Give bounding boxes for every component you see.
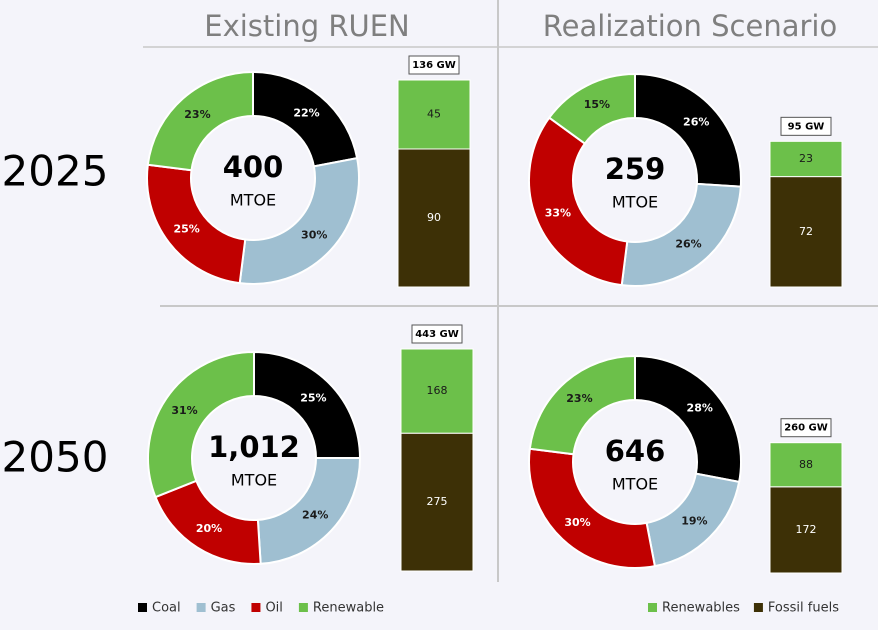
bar-segment <box>397 148 471 288</box>
donut-slice <box>147 350 255 499</box>
slice-label: 23% <box>566 392 592 405</box>
slice-label: 24% <box>302 509 328 522</box>
total-label: 443 GW <box>415 329 459 340</box>
center-value: 1,012 <box>208 430 300 464</box>
bar-segment <box>400 348 474 434</box>
slice-label: 19% <box>681 514 707 527</box>
donut-slice <box>634 72 742 188</box>
slice-label: 30% <box>564 516 590 529</box>
legend-swatch <box>298 603 308 612</box>
center-unit: MTOE <box>612 193 658 212</box>
donut-slice <box>547 72 636 145</box>
slice-label: 15% <box>584 98 610 111</box>
donut-slice <box>528 354 636 456</box>
legend-label: Oil <box>265 601 282 616</box>
legend-swatch <box>251 603 261 612</box>
column-header: Realization Scenario <box>543 9 837 43</box>
slice-label: 26% <box>683 115 709 128</box>
slice-label: 20% <box>196 522 222 535</box>
bar-value-label: 168 <box>427 384 448 397</box>
bar-value-label: 88 <box>799 458 813 471</box>
total-box <box>780 418 832 438</box>
donut-slice <box>146 70 254 172</box>
bar-value-label: 172 <box>796 523 817 536</box>
legend-swatch <box>138 603 147 612</box>
donut-slice <box>620 182 742 287</box>
bar-segment <box>769 176 843 288</box>
bar-value-label: 275 <box>427 495 448 508</box>
legend-label: Gas <box>211 601 236 616</box>
total-box <box>408 55 460 75</box>
bar-value-label: 45 <box>427 108 441 121</box>
donut-slice <box>238 156 360 285</box>
slice-label: 25% <box>173 222 199 235</box>
center-unit: MTOE <box>612 475 658 494</box>
bar-value-label: 23 <box>799 152 813 165</box>
slice-label: 28% <box>687 401 713 414</box>
center-unit: MTOE <box>231 471 277 490</box>
slice-label: 26% <box>675 238 701 251</box>
legend-label: Renewable <box>313 601 384 616</box>
donut-slice <box>146 163 247 285</box>
bar-value-label: 72 <box>799 225 813 238</box>
column-header: Existing RUEN <box>204 9 409 43</box>
row-label: 2025 <box>2 147 109 196</box>
legend-swatch <box>648 603 657 612</box>
center-value: 400 <box>223 150 284 184</box>
row-label: 2050 <box>2 433 109 482</box>
bar-value-label: 90 <box>427 211 441 224</box>
legend-swatch <box>196 603 206 612</box>
slice-label: 22% <box>293 106 319 119</box>
total-box <box>411 324 463 344</box>
donut-slice <box>634 354 742 484</box>
donut-slice <box>253 350 362 459</box>
bar-segment <box>397 79 471 150</box>
total-label: 260 GW <box>784 423 828 434</box>
slice-label: 33% <box>545 206 571 219</box>
total-box <box>780 116 832 136</box>
legend-label: Renewables <box>662 601 740 616</box>
bar-segment <box>769 486 843 574</box>
slice-label: 30% <box>301 229 327 242</box>
total-label: 136 GW <box>412 60 456 71</box>
bar-segment <box>769 140 843 178</box>
total-label: 95 GW <box>788 121 825 132</box>
slice-label: 25% <box>300 392 326 405</box>
slice-label: 23% <box>184 108 210 121</box>
bar-segment <box>769 442 843 488</box>
donut-slice <box>528 116 629 287</box>
bar-segment <box>400 432 474 572</box>
slice-label: 31% <box>171 404 197 417</box>
center-value: 259 <box>605 152 666 186</box>
center-unit: MTOE <box>230 191 276 210</box>
legend-label: Coal <box>152 601 181 616</box>
legend-label: Fossil fuels <box>768 601 839 616</box>
legend-swatch <box>753 603 763 612</box>
center-value: 646 <box>605 434 666 468</box>
donut-slice <box>528 447 657 569</box>
